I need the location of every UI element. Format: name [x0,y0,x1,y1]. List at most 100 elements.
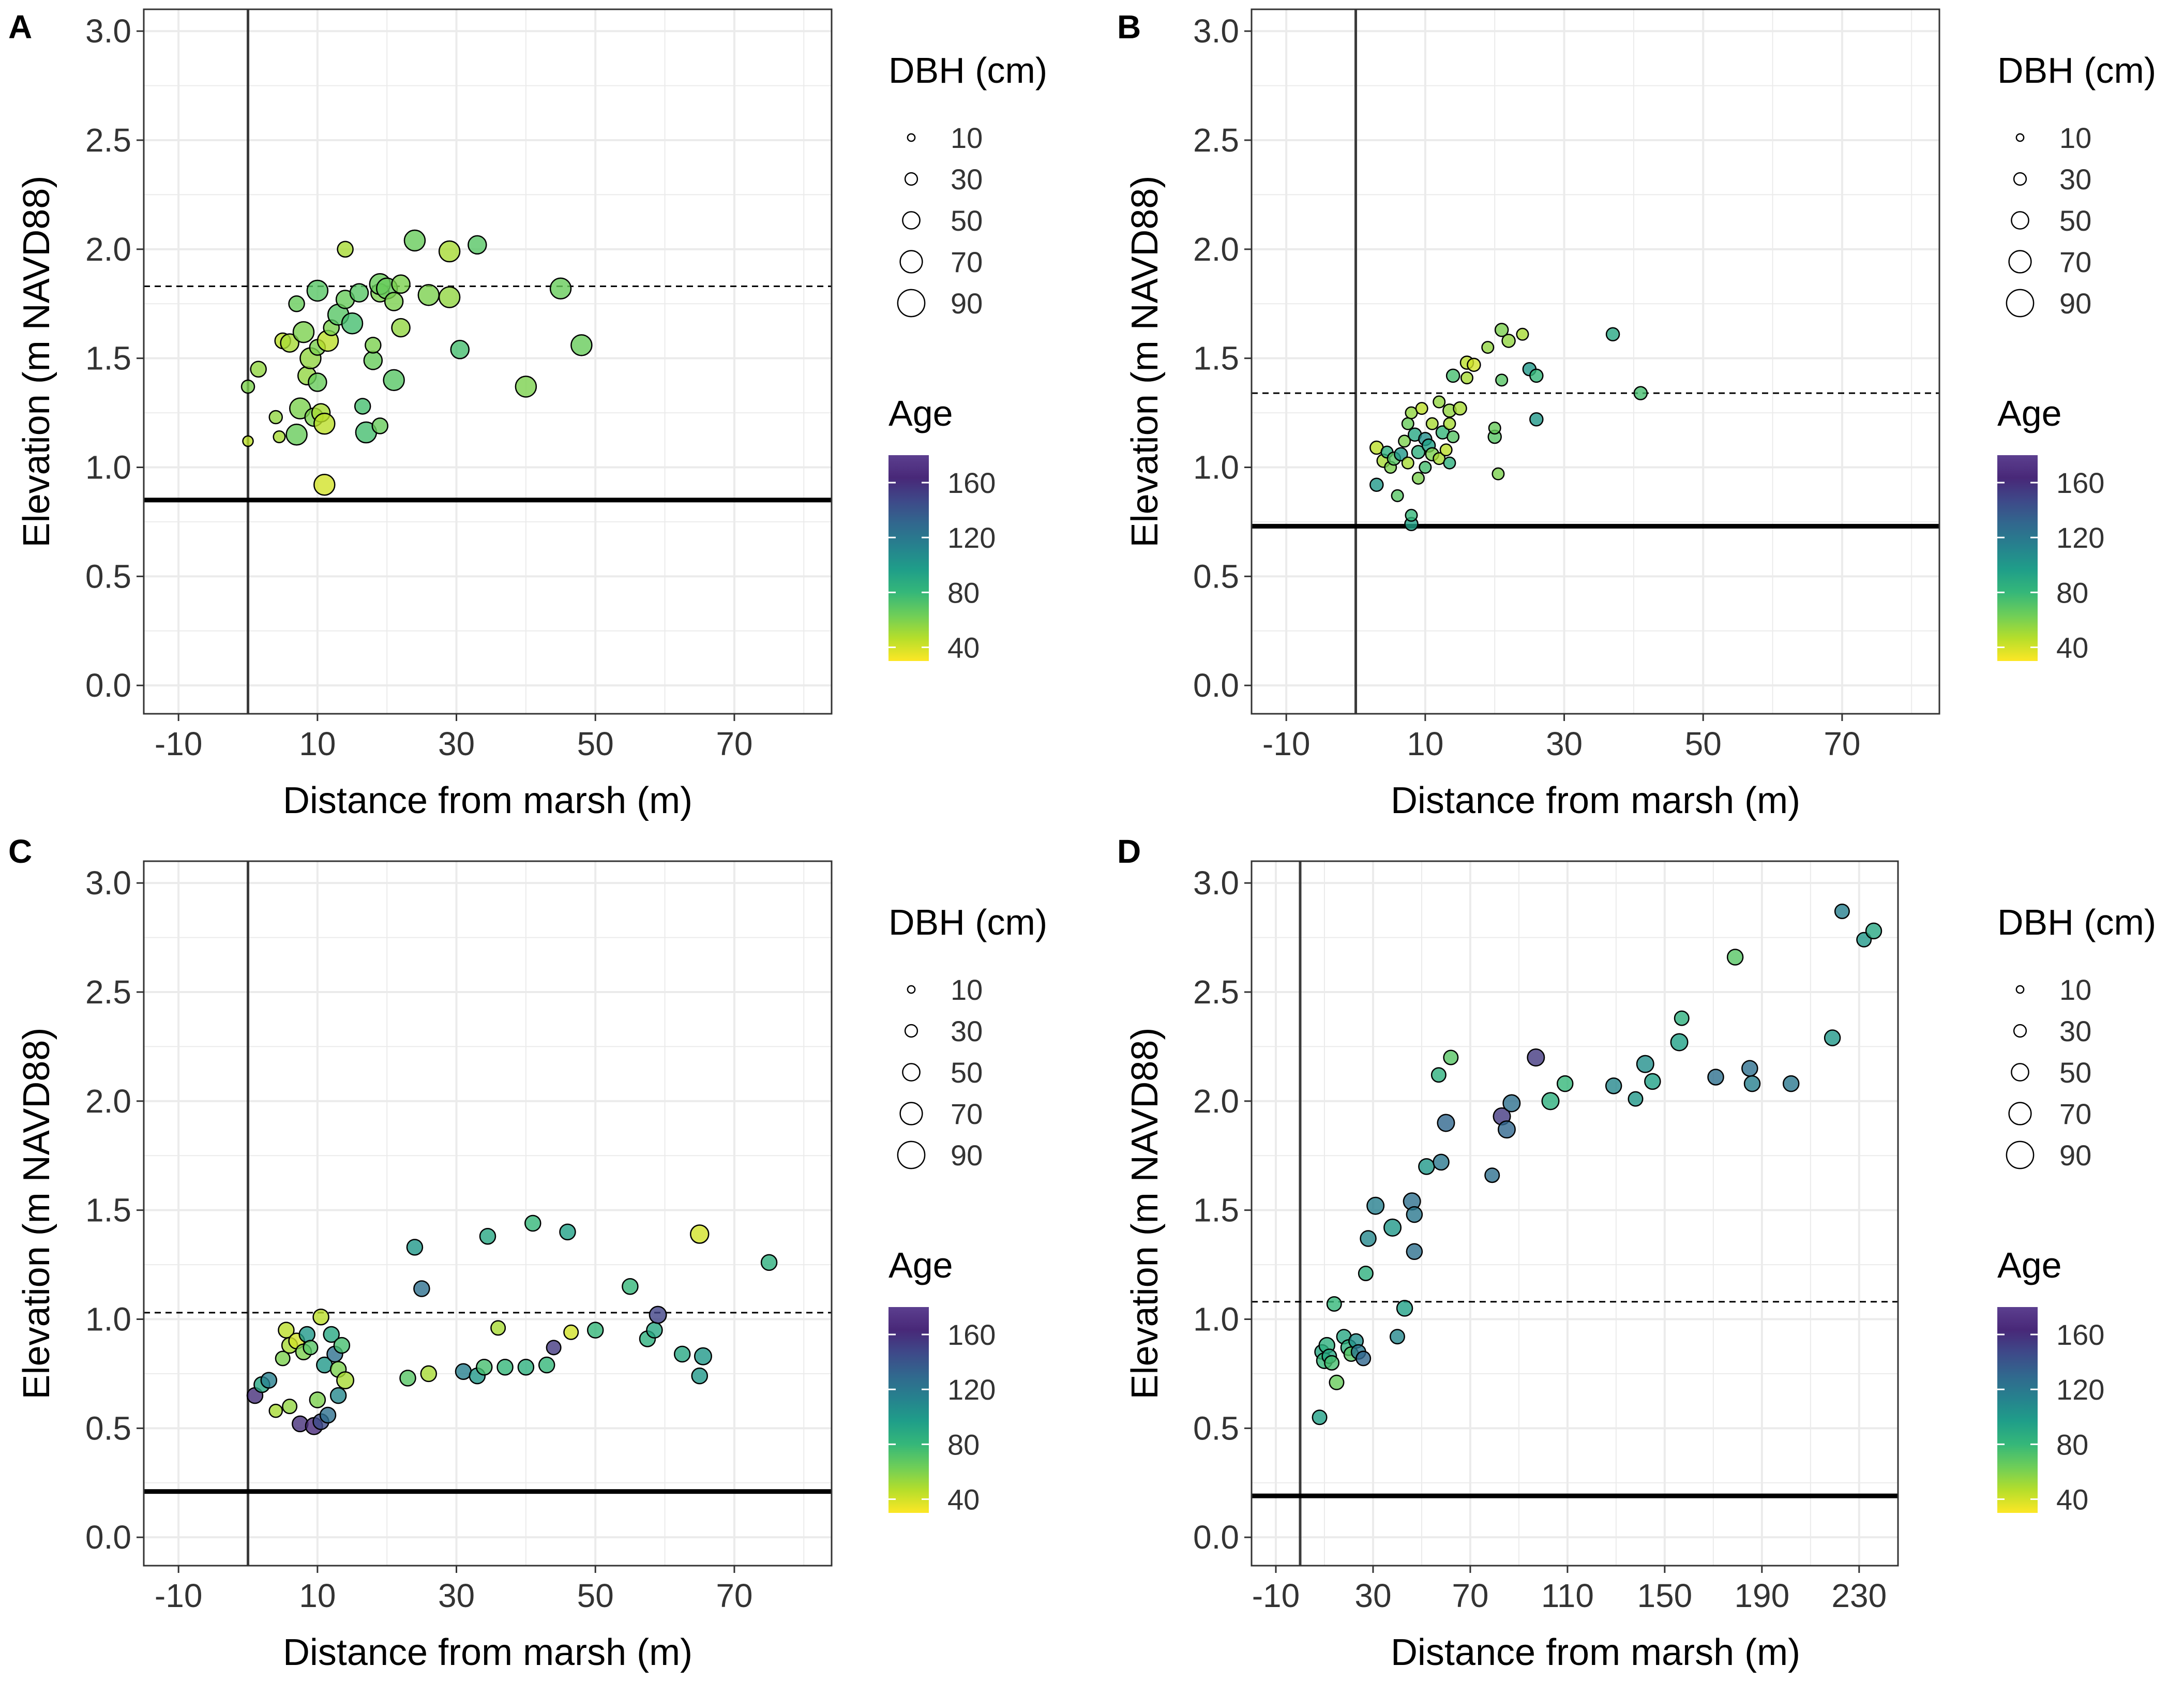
data-point [1453,401,1467,416]
legend-size-key [2013,172,2027,186]
x-tick-label: 50 [1685,725,1722,762]
colorbar-tick-label: 40 [2056,631,2088,664]
legend-size-label: 30 [951,1015,983,1047]
data-point [242,435,254,447]
data-point [490,1320,506,1336]
y-tick-label: 2.5 [1193,122,1239,159]
data-point [417,284,440,306]
data-point [1398,434,1411,448]
data-point [329,1387,347,1404]
colorbar-tick-label: 80 [947,576,980,609]
data-point [354,398,371,415]
legend-size-key [899,250,923,274]
data-point [391,274,411,294]
scatter-plot: -10 10 30 50 70 0.0 0.5 1.0 1.5 2.0 2.5 3.0 [1193,8,1940,762]
data-point [1401,417,1414,430]
legend-size-label: 50 [951,204,983,237]
data-point [250,361,267,378]
legend: DBH (cm) 10 30 50 70 90 Age 40 80 120 160 [1997,902,2156,1515]
y-axis-title: Elevation (m NAVD88) [1124,176,1166,548]
data-point [476,1359,493,1376]
legend-size-label: 70 [2059,1098,2091,1130]
y-axis: 0.0 0.5 1.0 1.5 2.0 2.5 3.0 [85,864,144,1556]
data-point [517,1359,535,1376]
data-point [1415,402,1428,415]
age-colorbar [888,455,929,661]
data-point [1502,1094,1521,1113]
data-point [1516,327,1529,341]
data-point [1741,1060,1758,1077]
data-point [455,1363,472,1380]
legend-size-key [907,133,916,142]
data-point [280,333,299,353]
data-point [622,1278,639,1295]
data-point [1556,1075,1574,1092]
data-point [1865,922,1882,940]
legend-size-label: 50 [2059,1056,2091,1089]
data-point [288,295,305,312]
legend-size-key [907,985,916,994]
data-point [1443,456,1456,470]
age-colorbar [1997,1307,2038,1513]
y-tick-label: 1.0 [1193,449,1239,486]
data-point [586,1322,604,1339]
legend-color-title: Age [1997,393,2062,433]
legend-size-label: 90 [2059,1139,2091,1172]
legend-size-key [897,289,926,318]
legend-size-key [904,1024,918,1038]
y-tick-label: 0.0 [1193,667,1239,704]
data-point [1411,445,1426,459]
data-point [1484,1167,1500,1183]
x-tick-label: 190 [1734,1577,1789,1614]
x-tick-label: 150 [1637,1577,1692,1614]
data-point [341,312,364,335]
x-axis: -10 10 30 50 70 [155,1566,753,1614]
y-tick-label: 0.0 [85,667,131,704]
points [1312,903,1882,1425]
data-point [1445,368,1460,383]
x-axis: -10 10 30 50 70 [1262,714,1861,762]
legend-size-label: 50 [2059,204,2091,237]
legend-size-title: DBH (cm) [888,50,1047,91]
panel-label: D [1117,833,1141,870]
legend-size-key [2015,133,2025,142]
data-point [496,1359,514,1376]
data-point [268,1403,283,1418]
data-point [1605,327,1620,342]
y-tick-label: 0.5 [85,558,131,595]
legend-size-key [904,172,918,186]
legend-size-label: 90 [951,1139,983,1172]
x-tick-label: 30 [438,1577,475,1614]
colorbar-tick-label: 80 [947,1428,980,1461]
data-point [1396,1300,1413,1317]
panel-label: A [8,8,32,46]
colorbar-tick-label: 40 [947,631,980,664]
legend-size-title: DBH (cm) [1997,50,2156,91]
legend-size-label: 30 [951,163,983,196]
x-tick-label: 10 [299,1577,336,1614]
data-point [515,376,537,398]
data-point [1326,1296,1342,1312]
data-point [1439,443,1453,457]
data-point [312,1309,329,1326]
y-tick-label: 1.0 [85,1301,131,1338]
legend-color-title: Age [1997,1245,2062,1285]
legend-size-label: 50 [951,1056,983,1089]
legend-size-key [2006,289,2035,318]
y-tick-label: 1.5 [1193,340,1239,377]
plot-background [144,861,832,1566]
plot-border [1251,860,1899,1567]
legend-size-label: 10 [2059,122,2091,154]
x-tick-label: 30 [1546,725,1583,762]
legend-size-label: 10 [951,973,983,1006]
y-tick-label: 0.0 [85,1519,131,1556]
data-point [1443,417,1456,430]
legend-size-key [899,1102,923,1125]
data-point [1707,1069,1724,1086]
x-axis-title: Distance from marsh (m) [283,1632,692,1673]
colorbar-tick-label: 80 [2056,576,2088,609]
y-tick-label: 1.0 [85,449,131,486]
x-tick-label: 70 [716,725,752,762]
data-point [479,1228,496,1245]
panel-b: B -10 10 30 50 70 0.0 0.5 1.0 1.5 2.0 2.5 3.0 Dista… [1117,8,2156,821]
